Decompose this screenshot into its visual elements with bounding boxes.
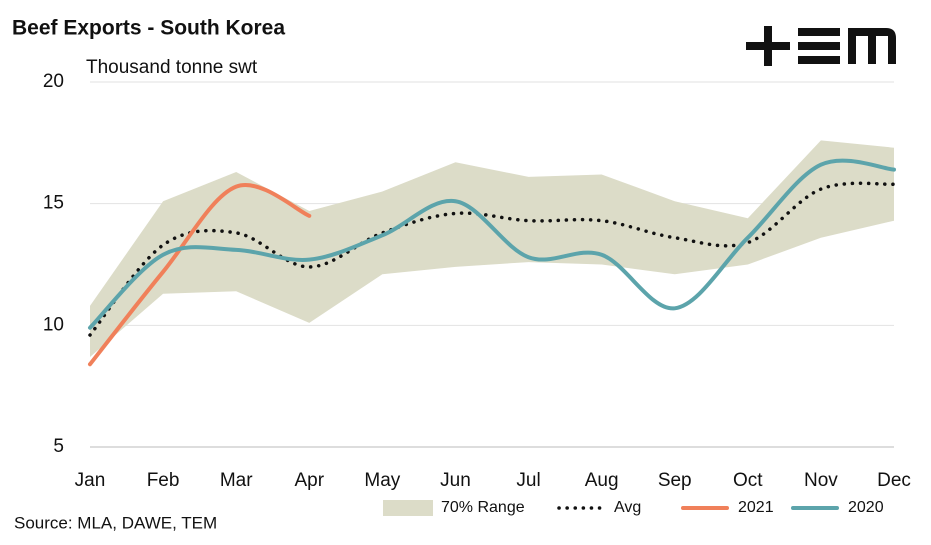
x-tick-label: Mar: [220, 470, 253, 491]
y-tick-label: 20: [43, 71, 64, 92]
chart-title: Beef Exports - South Korea: [12, 17, 285, 40]
logo: [746, 26, 896, 66]
x-tick-label: Jan: [75, 470, 106, 491]
x-tick-label: Jul: [516, 470, 540, 491]
x-tick-label: Dec: [877, 470, 911, 491]
range-area: [90, 140, 894, 357]
y-tick-label: 5: [53, 436, 64, 457]
source-note: Source: MLA, DAWE, TEM: [14, 513, 217, 532]
legend-label: Avg: [614, 499, 641, 516]
legend-swatch: [383, 500, 433, 516]
x-tick-label: May: [364, 470, 400, 491]
x-tick-label: Feb: [147, 470, 180, 491]
series-line: [88, 183, 312, 367]
legend-label: 70% Range: [441, 499, 525, 516]
x-tick-label: Nov: [804, 470, 838, 491]
x-tick-label: Apr: [294, 470, 324, 491]
x-tick-label: Oct: [733, 470, 763, 491]
legend-label: 2021: [738, 499, 774, 516]
chart-subtitle: Thousand tonne swt: [86, 57, 258, 78]
y-tick-label: 10: [43, 314, 64, 335]
x-tick-label: Sep: [658, 470, 692, 491]
x-tick-label: Aug: [585, 470, 619, 491]
series-line: [88, 158, 896, 330]
legend-label: 2020: [848, 499, 884, 516]
x-tick-label: Jun: [440, 470, 471, 491]
y-tick-label: 15: [43, 193, 64, 214]
